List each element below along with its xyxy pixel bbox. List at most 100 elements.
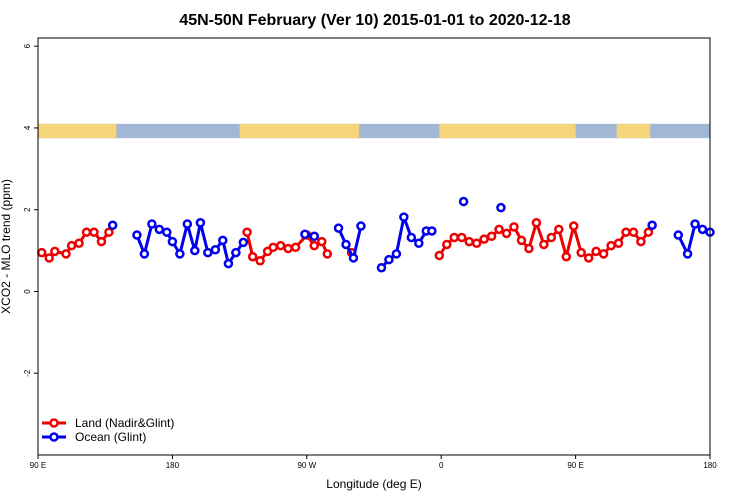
ocean-data-point xyxy=(458,196,469,207)
ocean-series xyxy=(107,196,715,273)
ocean-data-point xyxy=(399,212,409,222)
land-data-point xyxy=(309,240,320,251)
land-data-point xyxy=(516,235,527,246)
y-tick-label: 6 xyxy=(23,43,32,48)
land-band-segment xyxy=(239,123,360,139)
land-data-point xyxy=(268,242,278,253)
ocean-data-point xyxy=(697,224,708,235)
x-tick-label: 0 xyxy=(439,461,444,470)
ocean-data-point xyxy=(190,245,200,256)
ocean-data-point xyxy=(175,249,185,259)
ocean-data-point xyxy=(690,219,700,229)
land-data-point xyxy=(255,256,265,266)
land-data-point xyxy=(636,236,646,247)
land-data-point xyxy=(89,227,99,237)
x-tick-label: 90 W xyxy=(297,461,316,470)
land-data-point xyxy=(471,238,482,248)
ocean-data-point xyxy=(309,231,320,242)
land-data-point xyxy=(486,231,497,242)
land-data-point xyxy=(81,227,92,237)
x-tick-label: 180 xyxy=(166,461,180,470)
ocean-data-point xyxy=(195,218,206,228)
land-data-point xyxy=(583,253,594,263)
land-data-point xyxy=(576,247,586,258)
land-data-point xyxy=(449,232,460,243)
ocean-data-point xyxy=(147,219,157,229)
ocean-data-point xyxy=(238,237,249,248)
ocean-data-point xyxy=(132,230,142,240)
land-data-point xyxy=(479,234,489,244)
x-tick-label: 90 E xyxy=(30,461,46,470)
land-data-point xyxy=(44,253,54,263)
land-band-segment xyxy=(439,123,576,139)
ocean-series-line xyxy=(337,224,363,260)
land-ocean-band xyxy=(38,123,710,139)
land-data-point xyxy=(322,249,333,259)
ocean-data-point xyxy=(167,236,178,247)
land-data-point xyxy=(66,240,77,251)
y-tick-label: 0 xyxy=(23,289,32,294)
ocean-series-line xyxy=(135,221,245,266)
land-data-point xyxy=(242,227,252,237)
land-band-segment xyxy=(38,123,117,139)
land-data-point xyxy=(290,242,301,253)
ocean-data-point xyxy=(414,238,424,248)
chart-title: 45N-50N February (Ver 10) 2015-01-01 to … xyxy=(179,12,570,29)
land-data-point xyxy=(74,238,84,248)
series-layer xyxy=(36,196,715,273)
ocean-data-point xyxy=(231,247,241,258)
land-series xyxy=(36,218,654,266)
land-data-point xyxy=(456,232,467,243)
ocean-data-point xyxy=(647,220,657,230)
land-data-point xyxy=(591,246,601,257)
land-data-point xyxy=(464,236,474,247)
ocean-data-point xyxy=(107,220,118,230)
land-data-point xyxy=(36,247,47,258)
land-data-point xyxy=(316,236,327,247)
legend-land-label: Land (Nadir&Glint) xyxy=(75,416,174,430)
x-tick-label: 180 xyxy=(703,461,717,470)
land-data-point xyxy=(494,224,504,235)
land-data-point xyxy=(561,251,572,262)
land-data-point xyxy=(501,228,512,239)
ocean-data-point xyxy=(210,245,221,255)
land-data-point xyxy=(606,240,616,251)
ocean-data-point xyxy=(154,224,165,235)
ocean-data-point xyxy=(376,263,387,273)
land-data-point xyxy=(539,239,549,250)
ocean-data-point xyxy=(162,227,172,237)
land-data-point xyxy=(524,243,534,254)
ocean-data-point xyxy=(203,247,213,258)
ocean-data-point xyxy=(333,223,344,233)
legend-land-marker xyxy=(49,418,59,428)
land-data-point xyxy=(104,227,114,237)
land-data-point xyxy=(50,246,60,257)
land-data-point xyxy=(442,239,452,250)
legend: Land (Nadir&Glint)Ocean (Glint) xyxy=(42,416,174,444)
ocean-data-point xyxy=(300,229,310,239)
ocean-data-point xyxy=(673,230,684,240)
x-tick-label: 90 E xyxy=(567,461,583,470)
ocean-data-point xyxy=(356,221,366,231)
ocean-data-point xyxy=(391,249,402,259)
land-data-point xyxy=(546,232,557,243)
legend-ocean-label: Ocean (Glint) xyxy=(75,430,146,444)
land-data-point xyxy=(643,227,654,237)
ocean-data-point xyxy=(384,254,394,265)
land-data-point xyxy=(531,218,542,228)
land-data-point xyxy=(613,238,624,248)
ocean-data-point xyxy=(341,239,351,250)
land-data-point xyxy=(283,243,293,254)
y-tick-label: 4 xyxy=(23,125,32,130)
ocean-data-point xyxy=(496,202,506,213)
ocean-data-point xyxy=(348,253,359,263)
land-data-point xyxy=(434,250,445,261)
land-data-point xyxy=(247,251,258,262)
ocean-data-point xyxy=(139,249,150,259)
land-data-point xyxy=(96,236,107,247)
legend-ocean-marker xyxy=(49,432,59,442)
y-axis-label: XCO2 - MLO trend (ppm) xyxy=(0,179,13,314)
y-tick-label: -2 xyxy=(23,369,32,377)
ocean-data-point xyxy=(682,249,693,259)
